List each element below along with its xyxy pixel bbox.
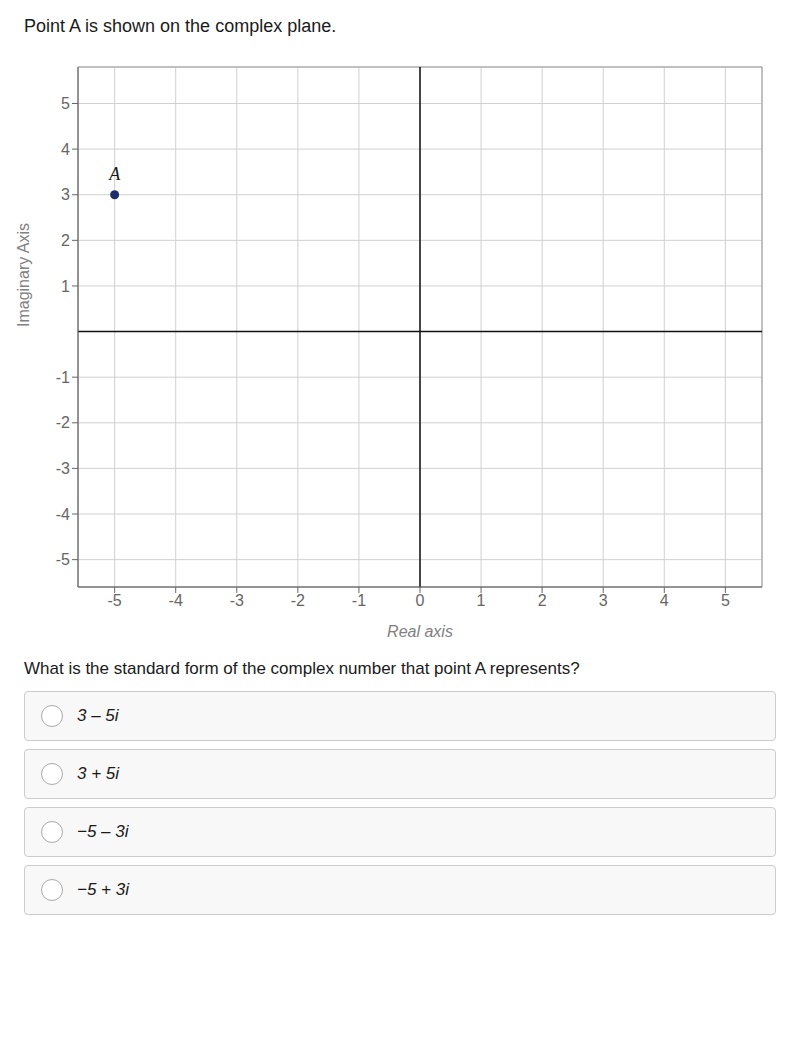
svg-text:2: 2 (61, 232, 70, 249)
svg-text:1: 1 (477, 592, 486, 609)
svg-text:1: 1 (61, 278, 70, 295)
svg-text:-2: -2 (56, 414, 70, 431)
svg-text:Real axis: Real axis (387, 623, 453, 640)
svg-text:A: A (108, 164, 121, 184)
svg-text:-1: -1 (56, 369, 70, 386)
svg-text:-3: -3 (230, 592, 244, 609)
svg-text:Imaginary Axis: Imaginary Axis (15, 223, 32, 327)
html-text:−5 + 3i: −5 + 3i (77, 880, 129, 899)
html-text:3 + 5i: 3 + 5i (77, 764, 120, 783)
svg-text:-4: -4 (169, 592, 183, 609)
svg-text:-3: -3 (56, 460, 70, 477)
html-text:Point A is shown on the comple: Point A is shown on the complex plane. (24, 16, 337, 36)
svg-text:-5: -5 (108, 592, 122, 609)
svg-text:2: 2 (538, 592, 547, 609)
svg-text:0: 0 (416, 592, 425, 609)
svg-text:4: 4 (61, 141, 70, 158)
html-text:−5 – 3i: −5 – 3i (77, 822, 129, 841)
svg-text:-2: -2 (291, 592, 305, 609)
html-text:What is the standard form of t: What is the standard form of the complex… (24, 659, 580, 678)
svg-text:-4: -4 (56, 506, 70, 523)
svg-text:-1: -1 (352, 592, 366, 609)
html-text:3 – 5i: 3 – 5i (77, 706, 119, 725)
svg-text:-5: -5 (56, 551, 70, 568)
svg-text:5: 5 (721, 592, 730, 609)
svg-text:3: 3 (61, 186, 70, 203)
svg-text:3: 3 (599, 592, 608, 609)
svg-text:4: 4 (660, 592, 669, 609)
svg-text:5: 5 (61, 95, 70, 112)
